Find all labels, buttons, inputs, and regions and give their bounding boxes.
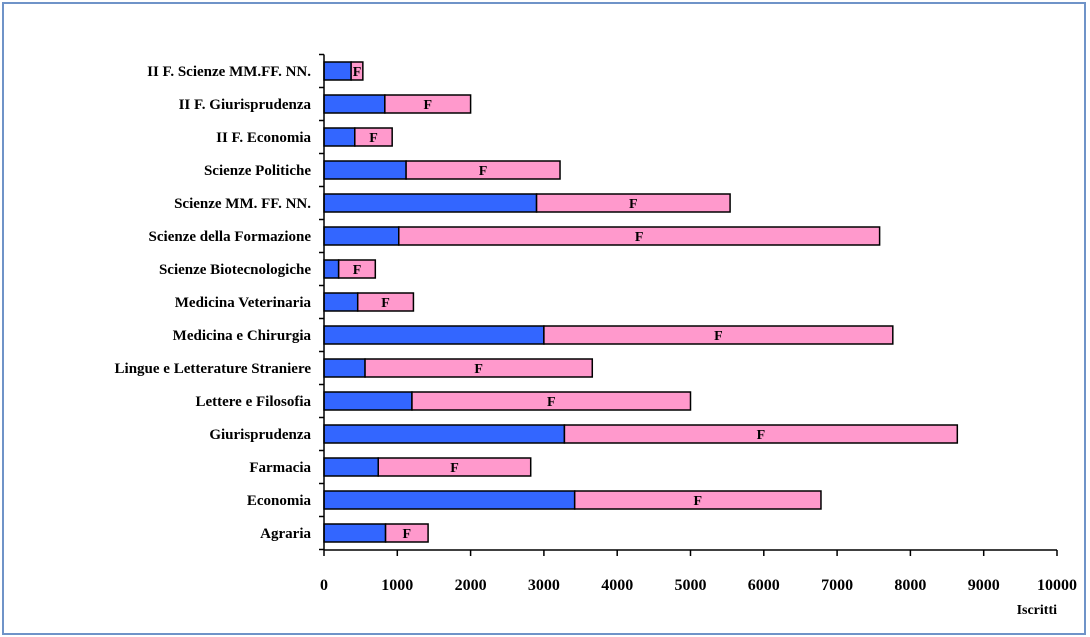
bar-f-1 (573, 490, 822, 510)
x-axis-title: Iscritti (1017, 603, 1058, 618)
bar-label-0: F (403, 527, 412, 542)
bar-label-2: F (450, 461, 459, 476)
category-label-0: Agraria (260, 526, 311, 542)
bar-base-11 (323, 160, 407, 180)
bar-base-7 (323, 292, 359, 312)
category-label-11: Scienze Politiche (204, 163, 311, 179)
bar-f-7 (356, 292, 415, 312)
x-ticks-group: 0 1000 2000 3000 4000 5000 6000 7000 8000 9000 100… (320, 550, 1077, 594)
x-tick-label-4: 4000 (601, 577, 633, 594)
category-label-2: Farmacia (249, 460, 311, 476)
x-tick-label-3: 3000 (528, 577, 560, 594)
x-tick-label-0: 0 (320, 577, 328, 594)
bar-label-13: F (423, 98, 432, 113)
category-label-4: Lettere e Filosofia (195, 394, 311, 410)
bar-label-4: F (547, 395, 556, 410)
bars-group (323, 61, 959, 543)
bar-f-4 (411, 391, 692, 411)
category-label-9: Scienze della Formazione (149, 229, 312, 245)
bar-base-3 (323, 424, 566, 444)
bar-label-5: F (474, 362, 483, 377)
bar-base-0 (323, 523, 387, 543)
x-tick-label-10: 10000 (1037, 577, 1077, 594)
bar-f-5 (364, 358, 594, 378)
bar-label-3: F (757, 428, 766, 443)
bar-f-8 (337, 259, 377, 279)
bar-f-10 (535, 193, 731, 213)
x-tick-label-2: 2000 (455, 577, 487, 594)
bar-base-12 (323, 127, 356, 147)
bar-label-9: F (635, 230, 644, 245)
bar-base-8 (323, 259, 340, 279)
bar-base-9 (323, 226, 400, 246)
bar-chart: F F F F F F F F F F F F F F F Agraria Economia Farmacia G… (115, 53, 1077, 618)
x-tick-label-5: 5000 (675, 577, 707, 594)
bar-base-13 (323, 94, 386, 114)
x-tick-label-9: 9000 (968, 577, 1000, 594)
bar-label-7: F (381, 296, 390, 311)
category-label-5: Lingue e Letterature Straniere (115, 361, 312, 377)
bar-label-1: F (694, 494, 703, 509)
bar-base-14 (323, 61, 352, 81)
bar-labels-group: F F F F F F F F F F F F F F F (353, 65, 765, 542)
bar-base-10 (323, 193, 538, 213)
bar-label-10: F (629, 197, 638, 212)
x-tick-label-8: 8000 (894, 577, 926, 594)
category-label-14: II F. Scienze MM.FF. NN. (147, 64, 311, 80)
bar-f-2 (377, 457, 532, 477)
bar-f-3 (563, 424, 959, 444)
category-label-1: Economia (247, 493, 312, 509)
bar-base-1 (323, 490, 576, 510)
category-label-10: Scienze MM. FF. NN. (174, 196, 311, 212)
bar-label-6: F (714, 329, 723, 344)
bar-base-2 (323, 457, 379, 477)
category-label-12: II F. Economia (216, 130, 311, 146)
bar-label-8: F (353, 263, 362, 278)
bar-label-11: F (479, 164, 488, 179)
category-label-7: Medicina Veterinaria (175, 295, 312, 311)
bar-f-12 (354, 127, 393, 147)
category-label-6: Medicina e Chirurgia (173, 328, 312, 344)
bar-f-13 (384, 94, 472, 114)
category-label-13: II F. Giurisprudenza (179, 97, 312, 113)
bar-label-14: F (353, 65, 362, 80)
x-tick-label-1: 1000 (381, 577, 413, 594)
category-label-8: Scienze Biotecnologiche (159, 262, 311, 278)
x-tick-label-6: 6000 (748, 577, 780, 594)
bar-base-5 (323, 358, 366, 378)
bar-f-14 (350, 61, 364, 81)
bar-base-4 (323, 391, 413, 411)
bar-base-6 (323, 325, 545, 345)
category-label-3: Giurisprudenza (209, 427, 311, 443)
bar-f-9 (398, 226, 881, 246)
bar-f-6 (543, 325, 894, 345)
bar-label-12: F (369, 131, 378, 146)
x-tick-label-7: 7000 (821, 577, 853, 594)
bar-f-0 (384, 523, 429, 543)
category-labels-group: Agraria Economia Farmacia Giurisprudenza Let… (115, 64, 312, 542)
bar-f-11 (405, 160, 561, 180)
